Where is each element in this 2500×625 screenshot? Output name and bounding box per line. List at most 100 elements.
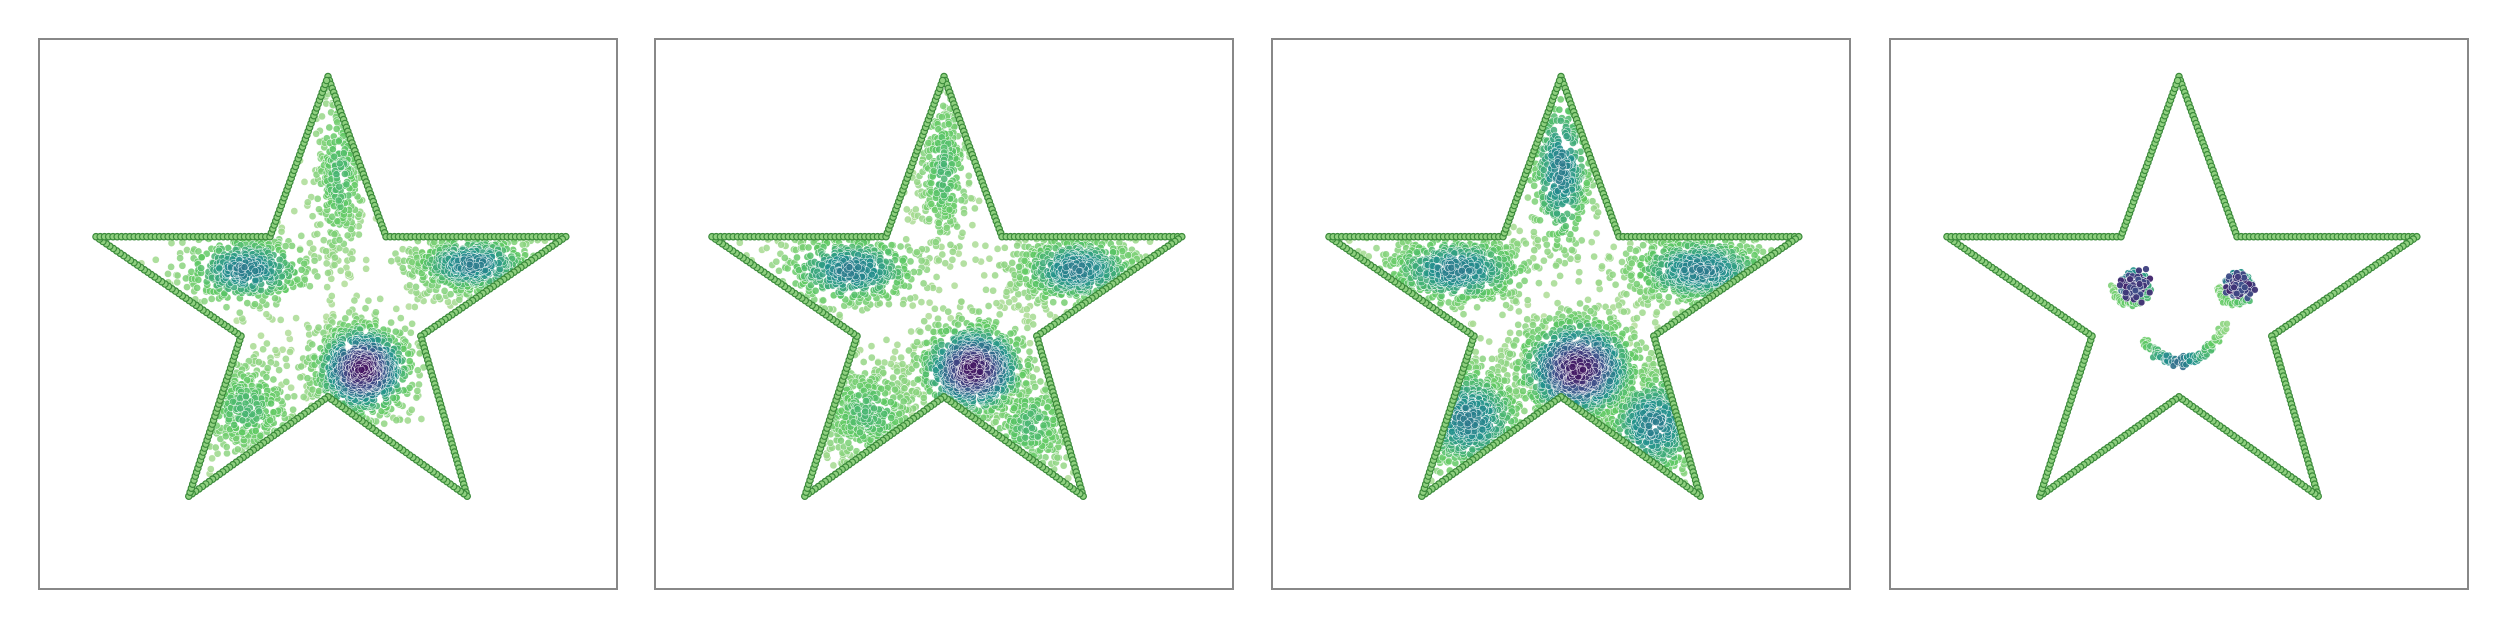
scatter-point — [822, 451, 831, 460]
scatter-point — [793, 253, 801, 262]
scatter-point — [167, 239, 176, 247]
scatter-point — [1060, 298, 1069, 307]
scatter-point — [853, 405, 862, 414]
scatter-point — [1049, 416, 1058, 424]
scatter-point — [780, 254, 789, 262]
scatter-point — [1008, 259, 1017, 267]
scatter-point — [310, 256, 319, 265]
scatter-point — [905, 246, 914, 255]
scatter-point — [870, 404, 878, 413]
scatter-point — [269, 375, 278, 384]
scatter-point — [286, 348, 294, 356]
scatter-point — [762, 244, 771, 252]
scatter-point — [1022, 379, 1030, 388]
scatter-point — [904, 215, 912, 224]
scatter-point — [948, 247, 957, 256]
scatter-point — [884, 247, 893, 256]
scatter-point — [1022, 275, 1030, 284]
scatter-point — [230, 421, 238, 429]
scatter-point — [856, 428, 864, 437]
scatter-point — [859, 358, 868, 366]
scatter-point — [862, 397, 870, 405]
scatter-point — [995, 310, 1004, 319]
scatter-point — [341, 314, 350, 323]
scatter-point — [1000, 260, 1009, 269]
scatter-point — [262, 373, 271, 382]
scatter-point — [292, 314, 300, 322]
scatter-point — [925, 215, 934, 223]
scatter-point — [927, 200, 936, 208]
scatter-point — [874, 358, 882, 367]
scatter-point — [194, 247, 203, 256]
scatter-point — [325, 123, 334, 132]
scatter-point — [1025, 347, 1034, 356]
scatter-point — [251, 426, 260, 435]
plot-1 — [38, 38, 618, 590]
scatter-point — [1043, 403, 1052, 412]
scatter-point — [1014, 301, 1023, 310]
scatter-point — [238, 428, 246, 437]
scatter-point — [942, 224, 951, 232]
scatter-point — [355, 230, 363, 239]
scatter-point — [945, 205, 954, 214]
scatter-point — [299, 393, 308, 401]
scatter-point — [290, 207, 299, 215]
scatter-point — [269, 408, 278, 417]
scatter-point — [263, 339, 271, 348]
scatter-point — [348, 255, 357, 263]
scatter-point — [975, 197, 983, 205]
scatter-point — [895, 409, 904, 418]
axes-frame — [38, 38, 618, 590]
scatter-point — [917, 298, 926, 306]
scatter-point — [288, 242, 296, 250]
scatter-point — [908, 301, 917, 310]
scatter-point — [282, 378, 291, 386]
scatter-point — [339, 149, 348, 157]
scatter-point — [222, 303, 231, 312]
scatter-point — [957, 315, 966, 323]
scatter-point — [934, 321, 943, 329]
scatter-point — [913, 375, 922, 384]
scatter-point — [341, 170, 349, 178]
scatter-point — [1039, 421, 1048, 430]
scatter-point — [405, 281, 414, 290]
scatter-point — [867, 342, 876, 350]
scatter-point — [412, 283, 420, 291]
scatter-point — [959, 259, 968, 268]
scatter-point — [897, 353, 905, 362]
scatter-point — [223, 449, 231, 458]
scatter-point — [303, 374, 312, 383]
scatter-point — [396, 314, 405, 322]
scatter-point — [1049, 298, 1058, 307]
scatter-point — [361, 304, 370, 313]
scatter-point — [362, 264, 370, 273]
scatter-point — [946, 240, 955, 249]
scatter-point — [912, 388, 921, 397]
scatter-point — [330, 230, 339, 239]
scatter-point — [296, 373, 305, 382]
scatter-point — [965, 178, 973, 187]
scatter-point — [1109, 248, 1117, 257]
scatter-point — [896, 242, 905, 251]
scatter-point — [880, 410, 889, 418]
scatter-point — [916, 327, 925, 336]
scatter-point — [398, 264, 407, 272]
scatter-point — [164, 270, 172, 278]
scatter-point — [254, 358, 263, 366]
scatter-point — [276, 316, 285, 324]
scatter-point — [392, 305, 401, 313]
scatter-point — [197, 253, 206, 262]
scatter-point — [344, 269, 353, 278]
scatter-point — [407, 405, 416, 414]
scatter-point — [275, 366, 283, 374]
scatter-point — [939, 102, 948, 110]
scatter-point — [940, 175, 949, 183]
scatter-point — [222, 443, 231, 451]
scatter-point — [971, 204, 979, 213]
scatter-point — [929, 327, 938, 336]
scatter-point — [971, 255, 980, 264]
scatter-point — [304, 323, 313, 332]
scatter-point — [991, 271, 999, 280]
scatter-point — [335, 236, 344, 244]
